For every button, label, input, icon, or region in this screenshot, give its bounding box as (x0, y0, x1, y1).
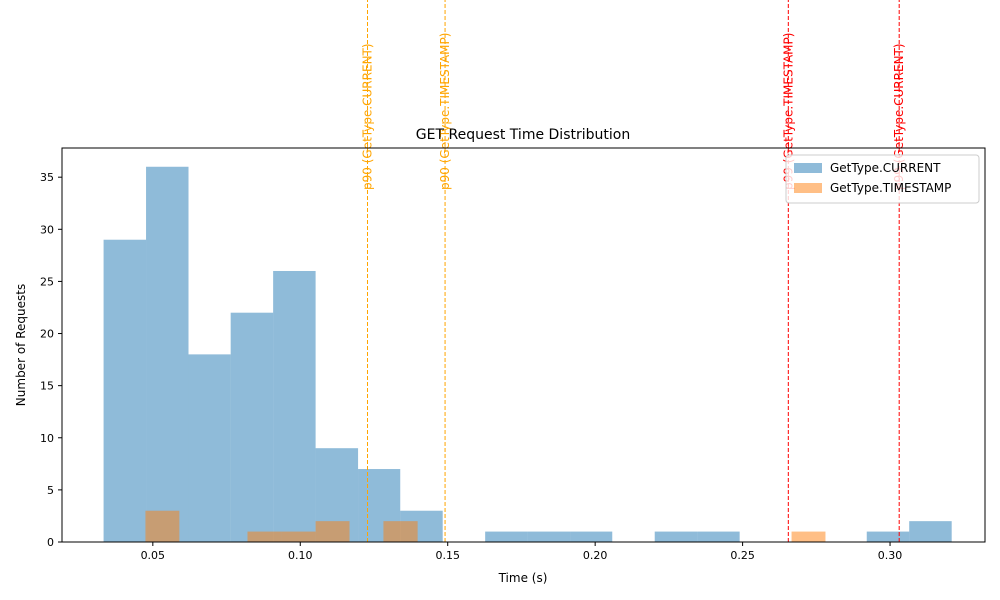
histogram-bar (697, 531, 740, 542)
histogram-bar (791, 531, 826, 542)
x-tick-label: 0.20 (583, 549, 608, 562)
y-axis: 0 5 10 15 20 25 30 35 (40, 171, 62, 549)
y-tick-label: 0 (47, 536, 54, 549)
histogram-bar (103, 239, 147, 543)
legend-entry-label: GetType.CURRENT (830, 161, 941, 175)
y-tick-label: 5 (47, 484, 54, 497)
histogram-bar (866, 531, 910, 542)
percentile-line-label: p90 (GetType.CURRENT) (361, 43, 375, 190)
legend: GetType.CURRENT GetType.TIMESTAMP (785, 154, 980, 204)
x-tick-label: 0.30 (878, 549, 903, 562)
legend-box (785, 154, 980, 204)
histogram-bar (383, 521, 418, 542)
x-axis-label: Time (s) (498, 571, 548, 585)
y-tick-label: 30 (40, 223, 54, 236)
chart-title: GET Request Time Distribution (416, 127, 630, 143)
bars-layer (103, 166, 952, 543)
x-tick-label: 0.10 (288, 549, 313, 562)
percentile-line-label: p90 (GetType.TIMESTAMP) (438, 33, 452, 190)
series-0-bars (103, 166, 952, 543)
legend-swatch (794, 163, 822, 173)
y-tick-label: 15 (40, 380, 54, 393)
x-tick-label: 0.05 (141, 549, 166, 562)
x-tick-label: 0.25 (730, 549, 755, 562)
histogram-bar (485, 531, 528, 542)
y-tick-label: 25 (40, 275, 54, 288)
series-1-bars (145, 510, 826, 542)
histogram-bar (247, 531, 282, 542)
y-tick-label: 35 (40, 171, 54, 184)
histogram-bar (315, 521, 350, 542)
histogram-bar (527, 531, 571, 542)
y-axis-label: Number of Requests (14, 284, 28, 406)
histogram-bar (188, 354, 231, 542)
histogram-bar (654, 531, 698, 542)
histogram-bar (146, 166, 189, 542)
histogram-bar (145, 510, 180, 542)
histogram-bar (909, 521, 952, 542)
plot-frame (61, 147, 986, 543)
y-tick-label: 10 (40, 432, 54, 445)
x-tick-label: 0.15 (435, 549, 460, 562)
x-axis: 0.05 0.10 0.15 0.20 0.25 0.30 (141, 542, 903, 562)
percentile-lines-layer: p90 (GetType.CURRENT) p90 (GetType.TIMEST… (361, 0, 906, 542)
percentile-line-label: p99 (GetType.CURRENT) (892, 43, 906, 190)
percentile-line-label: p99 (GetType.TIMESTAMP) (781, 33, 795, 190)
histogram-bar (230, 312, 274, 542)
histogram-bar (570, 531, 613, 542)
y-tick-label: 20 (40, 328, 54, 341)
legend-entry-label: GetType.TIMESTAMP (830, 181, 951, 195)
legend-swatch (794, 183, 822, 193)
histogram-bar (281, 531, 316, 542)
histogram-bar (273, 270, 316, 542)
